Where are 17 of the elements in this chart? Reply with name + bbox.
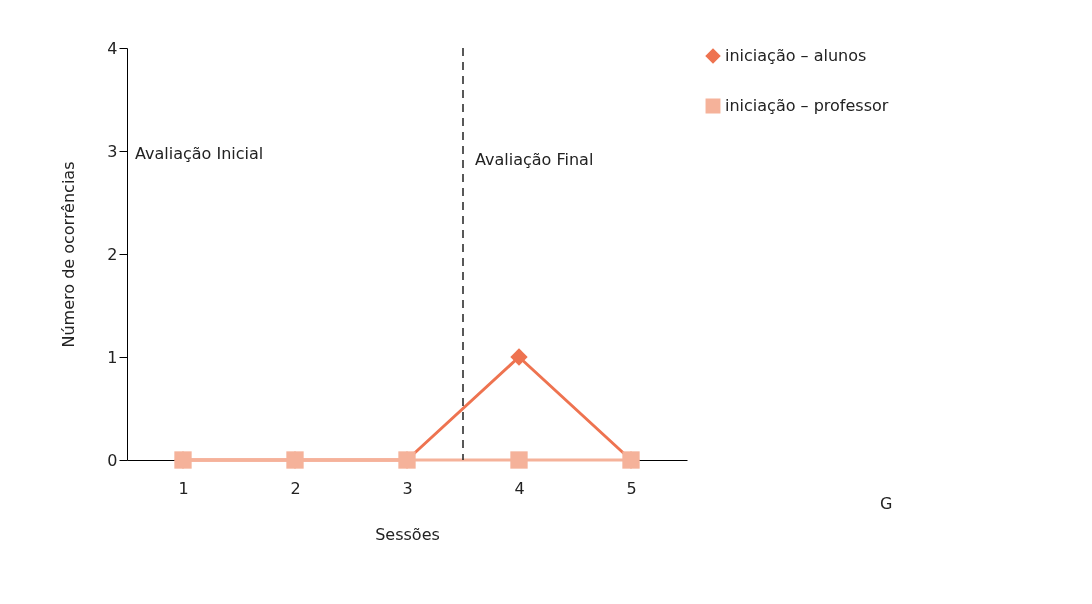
y-tick-label: 2 (107, 244, 118, 264)
x-tick-label: 3 (402, 478, 413, 498)
legend-label: iniciação – alunos (725, 46, 867, 65)
y-tick-label: 3 (107, 141, 118, 161)
y-tick-label: 4 (107, 38, 118, 58)
x-tick-label: 5 (626, 478, 637, 498)
annotation: Avaliação Inicial (135, 144, 264, 163)
x-tick-label: 4 (514, 478, 525, 498)
annotation: Avaliação Final (475, 150, 594, 169)
text: G (880, 494, 893, 513)
x-axis-title: Sessões (375, 524, 440, 544)
y-tick-label: 1 (107, 347, 118, 367)
y-axis-title: Número de ocorrências (59, 161, 79, 348)
y-tick-label: 0 (107, 450, 118, 470)
x-tick-label: 2 (290, 478, 301, 498)
x-tick-label: 1 (178, 478, 189, 498)
legend-label: iniciação – professor (725, 96, 889, 115)
